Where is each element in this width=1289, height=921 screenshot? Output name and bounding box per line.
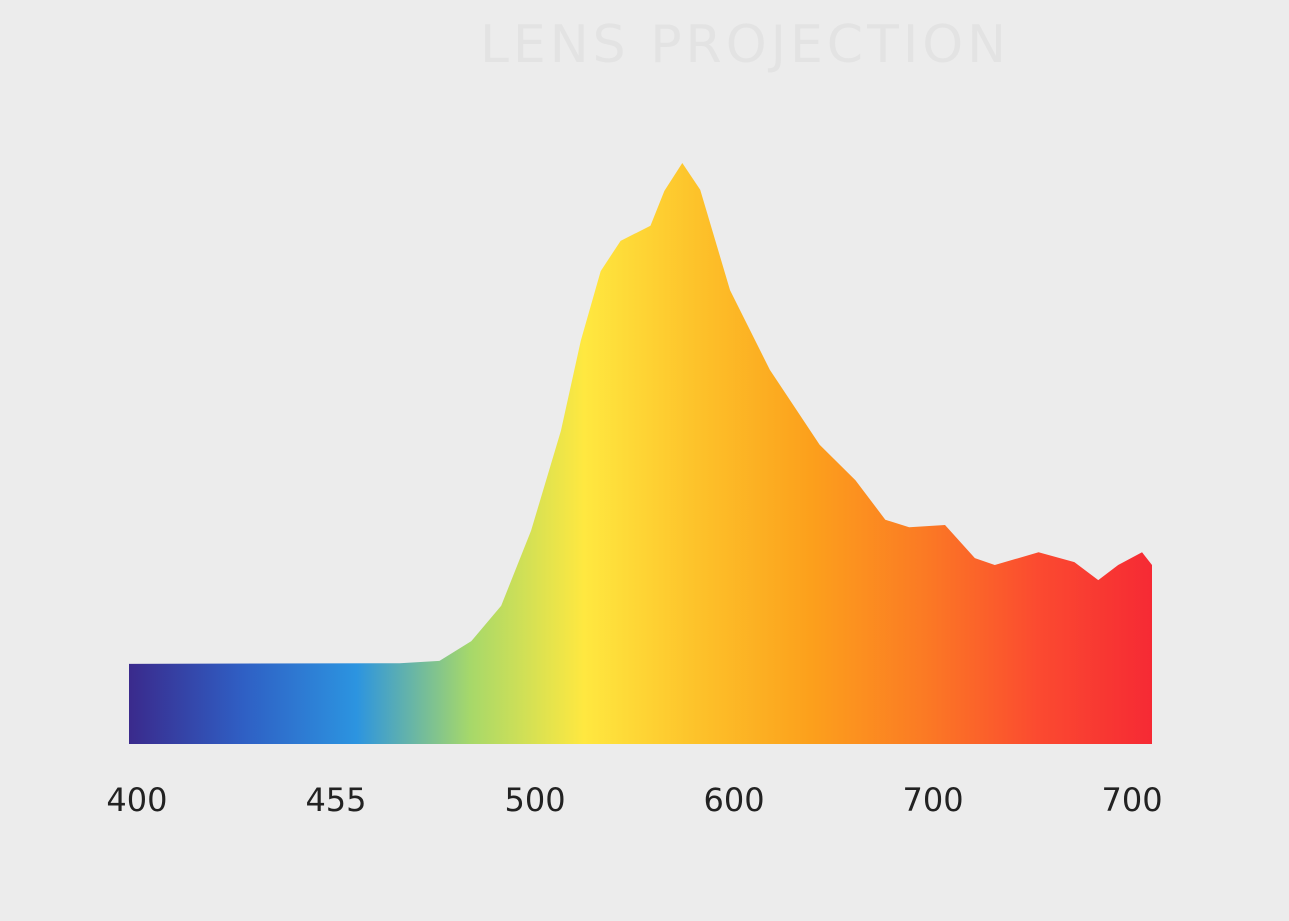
chart-title: LENS PROJECTION xyxy=(480,15,1010,75)
x-tick-label: 700 xyxy=(1102,781,1163,819)
x-tick-label: 500 xyxy=(504,781,565,819)
spectrum-area xyxy=(129,163,1152,744)
x-tick-label: 700 xyxy=(903,781,964,819)
x-tick-label: 600 xyxy=(704,781,765,819)
x-tick-label: 455 xyxy=(305,781,366,819)
x-tick-label: 400 xyxy=(106,781,167,819)
